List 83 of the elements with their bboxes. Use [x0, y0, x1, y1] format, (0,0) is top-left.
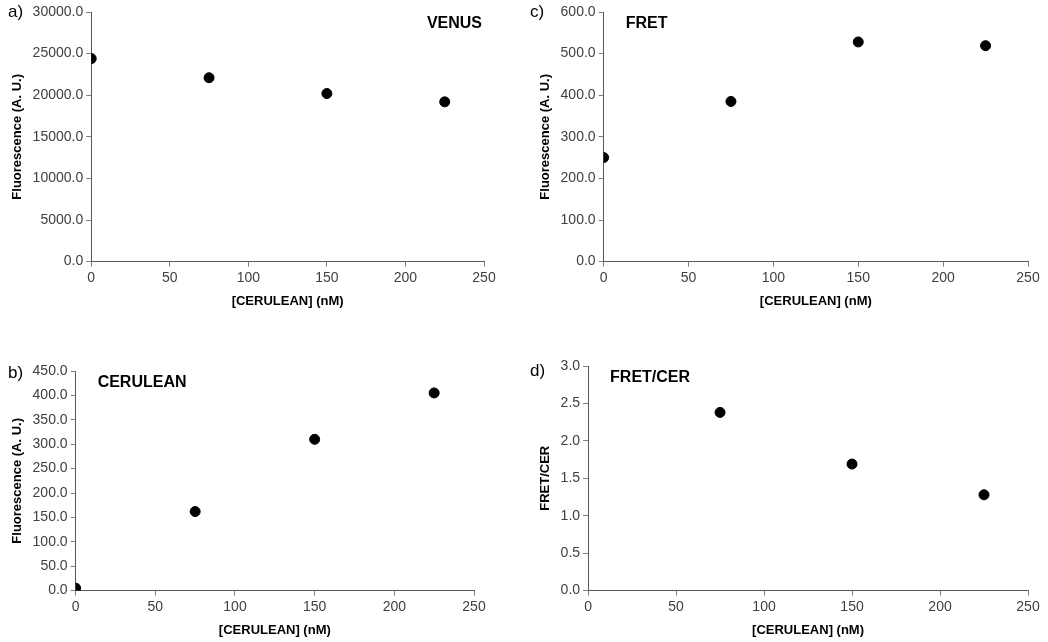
text: a) [8, 2, 24, 22]
y-tick-label: 400.0 [560, 86, 596, 103]
y-tick-label: 3.0 [560, 356, 581, 373]
y-tick-label: 0.0 [63, 252, 84, 269]
x-tick-label: 150 [846, 268, 871, 285]
y-tick-label: 5000.0 [40, 210, 84, 227]
x-axis-title: [CERULEAN] (nM) [752, 621, 864, 637]
y-tick-label: 0.0 [560, 581, 581, 598]
point [321, 88, 333, 100]
y-tick-label: 100.0 [560, 210, 596, 227]
y-tick-label: 25000.0 [32, 44, 84, 61]
y-tick-label: 50.0 [40, 557, 68, 574]
text: c) [530, 2, 545, 22]
text: d) [530, 361, 546, 381]
y-tick-label: 2.5 [560, 394, 581, 411]
y-tick-label: 10000.0 [32, 169, 84, 186]
y-tick-label: 450.0 [32, 361, 68, 378]
x-tick-label: 250 [462, 597, 486, 614]
x-tick-label: 250 [1016, 268, 1040, 285]
point [309, 433, 321, 445]
y-axis-title: Fluorescence (A. U.) [9, 73, 25, 200]
y-tick-label: 300.0 [560, 127, 596, 144]
y-tick-label: 400.0 [32, 386, 68, 403]
x-tick-label: 100 [761, 268, 786, 285]
point [978, 489, 990, 501]
y-tick-label: 0.5 [560, 544, 581, 561]
y-tick-label: 600.0 [560, 2, 596, 19]
y-tick-label: 1.0 [560, 506, 581, 523]
x-tick-label: 150 [302, 597, 327, 614]
y-tick-label: 0.0 [576, 252, 596, 269]
y-tick-label: 30000.0 [32, 2, 84, 19]
x-tick-label: 200 [393, 268, 418, 285]
y-axis-title: FRET/CER [537, 445, 553, 511]
chart-title: CERULEAN [97, 373, 187, 391]
x-tick-label: 250 [472, 268, 496, 285]
point [846, 458, 858, 470]
y-tick-label: 500.0 [560, 44, 596, 61]
point [189, 506, 201, 518]
y-tick-label: 200.0 [560, 169, 596, 186]
x-tick-label: 0 [71, 597, 80, 614]
y-tick-label: 0.0 [48, 581, 68, 598]
x-tick-label: 150 [315, 268, 339, 285]
chart-title: FRET/CER [610, 368, 691, 386]
text: b) [8, 363, 24, 383]
chart-title: FRET [625, 14, 668, 32]
x-tick-label: 200 [928, 597, 952, 614]
x-tick-label: 0 [584, 597, 593, 614]
y-tick-label: 100.0 [32, 532, 68, 549]
x-tick-label: 100 [752, 597, 776, 614]
y-tick-label: 150.0 [32, 508, 68, 525]
point [203, 72, 215, 84]
x-tick-label: 100 [223, 597, 247, 614]
x-axis-title: [CERULEAN] (nM) [759, 292, 872, 308]
y-tick-label: 15000.0 [32, 127, 84, 144]
x-tick-label: 0 [87, 268, 96, 285]
point [428, 387, 440, 399]
x-tick-label: 200 [931, 268, 956, 285]
x-tick-label: 150 [840, 597, 864, 614]
point [852, 36, 864, 48]
x-tick-label: 50 [147, 597, 164, 614]
x-axis-title: [CERULEAN] (nM) [218, 621, 331, 637]
x-tick-label: 50 [680, 268, 697, 285]
x-axis-title: [CERULEAN] (nM) [231, 292, 344, 308]
y-tick-label: 1.5 [560, 469, 581, 486]
x-tick-label: 0 [599, 268, 608, 285]
y-tick-label: 350.0 [32, 410, 68, 427]
x-tick-label: 50 [668, 597, 685, 614]
x-tick-label: 200 [382, 597, 407, 614]
y-tick-label: 250.0 [32, 459, 68, 476]
point [980, 40, 992, 52]
x-tick-label: 250 [1016, 597, 1040, 614]
y-tick-label: 200.0 [32, 483, 68, 500]
y-tick-label: 300.0 [32, 435, 68, 452]
y-tick-label: 20000.0 [32, 86, 84, 103]
chart-title: VENUS [426, 14, 483, 32]
point [439, 96, 451, 108]
point [725, 95, 737, 107]
x-tick-label: 50 [161, 268, 178, 285]
y-axis-title: Fluorescence (A. U.) [9, 417, 25, 544]
y-tick-label: 2.0 [560, 431, 581, 448]
x-tick-label: 100 [236, 268, 261, 285]
point [714, 406, 726, 418]
y-axis-title: Fluorescence (A. U.) [537, 73, 553, 200]
